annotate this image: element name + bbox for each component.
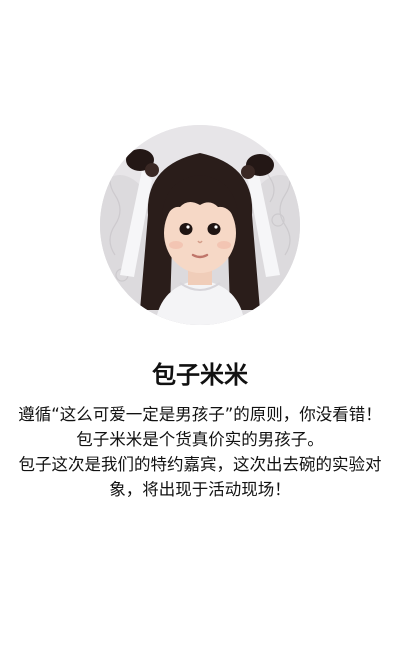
avatar[interactable] <box>100 125 300 325</box>
bio-paragraph: 包子这次是我们的特约嘉宾，这次出去碗的实验对象，将出现于活动现场！ <box>18 455 382 499</box>
child-portrait-icon <box>100 125 300 325</box>
profile-bio: 遵循“这么可爱一定是男孩子”的原则，你没看错！包子米米是个货真价实的男孩子。 包… <box>12 402 388 502</box>
profile-name: 包子米米 <box>152 361 248 389</box>
bio-paragraph: 遵循“这么可爱一定是男孩子”的原则，你没看错！包子米米是个货真价实的男孩子。 <box>18 405 382 449</box>
